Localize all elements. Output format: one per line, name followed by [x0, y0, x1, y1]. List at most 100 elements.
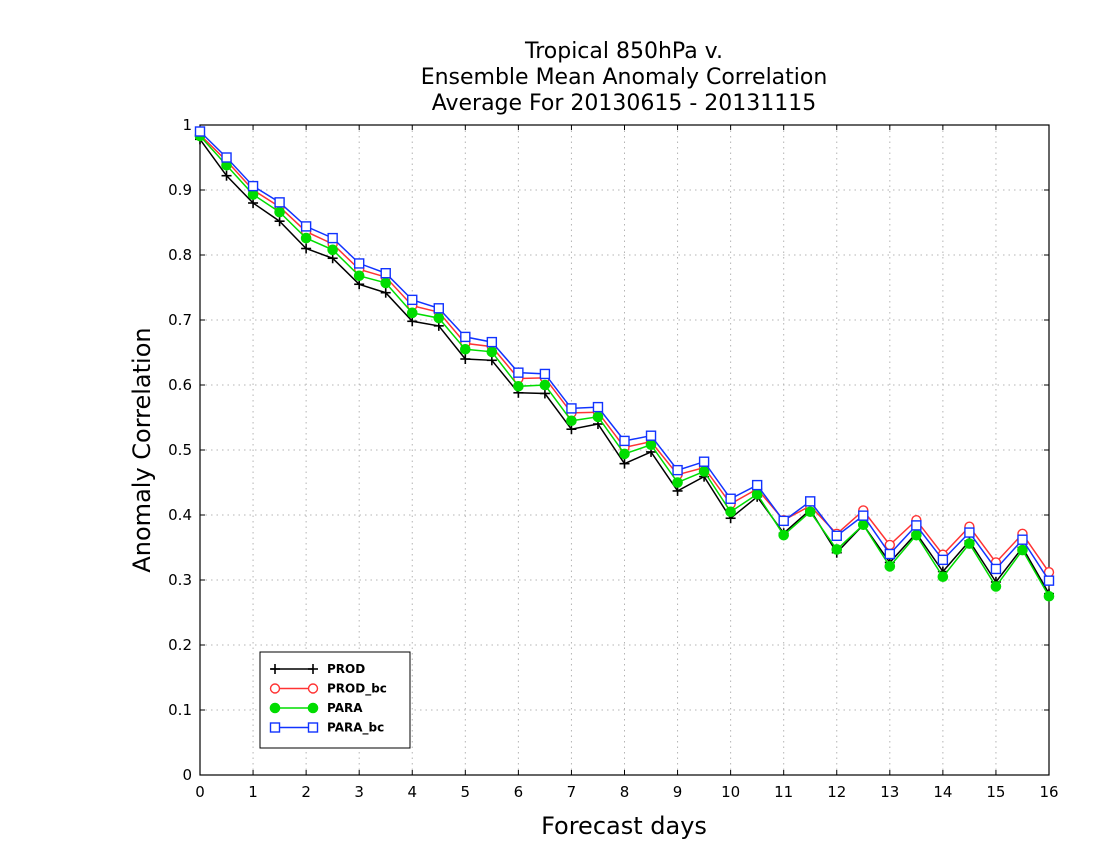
- x-axis-label: Forecast days: [541, 812, 707, 840]
- x-tick-label: 16: [1039, 783, 1058, 801]
- data-point-para-bc: [831, 530, 842, 541]
- data-point-para: [831, 544, 843, 555]
- y-tick-label: 0.7: [168, 311, 192, 329]
- x-tick-label: 2: [301, 783, 311, 801]
- legend-marker-prod: [308, 664, 318, 674]
- data-point-para: [513, 381, 524, 392]
- data-point-para: [911, 529, 922, 541]
- legend-label-prod: PROD: [327, 662, 365, 676]
- data-point-para-bc: [539, 368, 551, 380]
- data-point-para-bc: [194, 126, 206, 137]
- chart-title-line-2: Ensemble Mean Anomaly Correlation: [421, 65, 828, 90]
- data-point-para-bc: [433, 303, 444, 314]
- data-point-para-bc: [327, 232, 338, 244]
- data-point-para-bc: [619, 435, 630, 447]
- legend-marker-para-bc: [269, 722, 281, 733]
- data-point-para: [539, 379, 551, 391]
- y-tick-label: 0.4: [168, 506, 192, 524]
- y-tick-label: 0.8: [168, 246, 192, 264]
- data-point-para-bc: [937, 554, 949, 566]
- x-tick-label: 6: [514, 783, 524, 801]
- data-point-para-bc: [566, 403, 577, 414]
- data-point-para: [327, 244, 338, 256]
- legend-box: [259, 651, 411, 749]
- data-point-para: [592, 411, 604, 423]
- legend-label-para-bc: PARA_bc: [327, 721, 384, 736]
- data-point-para: [804, 506, 816, 518]
- data-point-para: [619, 448, 630, 460]
- data-point-para: [380, 277, 392, 289]
- data-point-para-bc: [380, 268, 391, 279]
- legend-marker-para: [307, 702, 319, 714]
- data-point-para-bc: [858, 510, 869, 521]
- series-para-bc: [194, 126, 1055, 586]
- data-point-para: [300, 232, 312, 244]
- y-tick-label: 0.9: [168, 181, 192, 199]
- data-point-para-bc: [698, 456, 710, 467]
- data-point-para-bc: [1043, 575, 1055, 586]
- data-point-prod: [380, 287, 391, 298]
- legend-marker-prod-bc: [269, 683, 281, 694]
- data-point-para: [937, 571, 949, 583]
- data-point-para: [725, 506, 736, 518]
- data-point-para-bc: [247, 180, 259, 192]
- x-tick-label: 4: [407, 783, 417, 801]
- legend-marker-prod-bc: [307, 683, 319, 694]
- x-tick-label: 1: [248, 783, 258, 801]
- data-point-para: [778, 529, 789, 541]
- y-tick-label: 1: [182, 116, 192, 134]
- data-point-para-bc: [513, 367, 524, 378]
- legend-item-prod: PROD: [270, 662, 365, 676]
- x-tick-label: 13: [880, 783, 899, 801]
- data-point-prod-bc: [884, 539, 896, 551]
- x-tick-label: 10: [721, 783, 740, 801]
- legend-label-para: PARA: [327, 701, 363, 715]
- legend-item-para: PARA: [269, 701, 363, 715]
- data-point-para-bc: [911, 520, 922, 531]
- data-point-para-bc: [1017, 534, 1028, 545]
- y-axis-label: Anomaly Correlation: [128, 327, 156, 572]
- data-point-para: [964, 538, 975, 549]
- data-point-para-bc: [460, 331, 471, 343]
- legend-label-prod-bc: PROD_bc: [327, 682, 387, 697]
- data-point-para: [884, 561, 896, 572]
- x-tick-label: 14: [933, 783, 952, 801]
- data-point-para: [990, 581, 1002, 592]
- data-point-para-bc: [805, 496, 816, 507]
- legend-item-prod-bc: PROD_bc: [269, 682, 387, 697]
- data-point-para-bc: [592, 401, 604, 413]
- x-tick-label: 11: [774, 783, 793, 801]
- data-point-para-bc: [725, 493, 736, 504]
- series-prod: [195, 134, 1054, 599]
- data-point-para: [406, 307, 418, 319]
- data-point-para: [486, 346, 498, 358]
- data-point-para: [460, 343, 471, 355]
- data-point-para: [1043, 590, 1055, 602]
- legend: PROD PROD_bc PARA PARA_bc: [259, 651, 411, 749]
- y-tick-label: 0.1: [168, 701, 192, 719]
- data-point-para-bc: [884, 548, 896, 560]
- data-point-para-bc: [990, 563, 1002, 575]
- y-tick-label: 0.6: [168, 376, 192, 394]
- legend-marker-para-bc: [307, 722, 319, 733]
- data-point-para: [1017, 544, 1028, 556]
- data-point-para-bc: [672, 464, 683, 476]
- data-point-para-bc: [751, 479, 763, 491]
- data-point-para: [353, 270, 365, 282]
- data-point-para: [566, 415, 577, 427]
- y-tick-label: 0.3: [168, 571, 192, 589]
- data-point-para-bc: [486, 336, 498, 348]
- x-tick-label: 5: [461, 783, 471, 801]
- data-point-para-bc: [778, 515, 789, 527]
- y-tick-label: 0.5: [168, 441, 192, 459]
- series-line-prod: [199, 138, 1050, 594]
- data-point-para: [672, 477, 683, 488]
- chart-title-line-3: Average For 20130615 - 20131115: [432, 91, 817, 116]
- legend-marker-para: [269, 702, 281, 714]
- series: [194, 126, 1055, 602]
- x-tick-label: 0: [195, 783, 205, 801]
- data-point-prod: [619, 458, 630, 469]
- data-point-para-bc: [964, 527, 975, 538]
- series-line-prod-bc: [199, 134, 1050, 573]
